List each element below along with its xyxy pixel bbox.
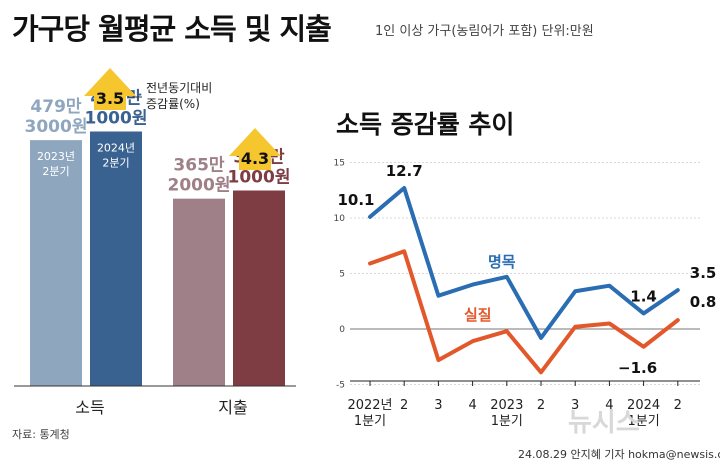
category-label: 지출 (218, 398, 247, 417)
x-tick-label: 3 (571, 398, 579, 413)
source-note: 자료: 통계청 (12, 428, 70, 441)
bar-period-label: 2024년 (97, 142, 135, 155)
up-arrow-icon (229, 128, 281, 170)
data-label: 0.8 (690, 293, 717, 311)
bar-value-label: 1000원 (228, 167, 291, 187)
bar (233, 190, 285, 386)
bar-value-label: 1000원 (85, 109, 148, 129)
bar-value-label: 3000원 (25, 117, 88, 137)
x-tick-label: 3 (434, 398, 442, 413)
series-label: 실질 (464, 306, 492, 324)
page-title: 가구당 월평균 소득 및 지출 (12, 12, 332, 46)
bar-value-label: 365만 (173, 156, 224, 176)
legend-note: 전년동기대비 (146, 81, 212, 95)
data-label: −1.6 (618, 359, 657, 377)
series-line (368, 249, 680, 375)
x-tick-label: 1분기 (491, 414, 523, 429)
growth-label: 4.3 (241, 149, 269, 168)
bar (173, 198, 225, 386)
y-tick-label: 5 (339, 270, 345, 280)
bar-period-label: 2분기 (42, 165, 69, 178)
data-label: 3.5 (690, 264, 717, 282)
bar-period-label: 2분기 (102, 157, 129, 170)
bar-value-label: 479만 (30, 97, 81, 117)
series-label: 명목 (488, 253, 516, 271)
bar-period-label: 2023년 (37, 150, 75, 163)
data-label: 12.7 (386, 162, 423, 180)
x-tick-label: 2024 (627, 398, 660, 413)
x-tick-label: 1분기 (354, 414, 386, 429)
page-subtitle: 1인 이상 가구(농림어가 포함) 단위:만원 (375, 24, 594, 39)
credit-line: 24.08.29 안지혜 기자 hokma@newsis.com (518, 448, 720, 461)
x-tick-label: 2 (537, 398, 545, 413)
x-tick-label: 4 (468, 398, 476, 413)
x-tick-label: 4 (605, 398, 613, 413)
category-label: 소득 (75, 398, 104, 417)
y-tick-label: 0 (339, 325, 345, 335)
bar (30, 140, 82, 386)
data-label: 1.4 (630, 287, 657, 305)
bar (90, 131, 142, 386)
x-tick-label: 2 (400, 398, 408, 413)
growth-label: 3.5 (96, 89, 124, 108)
data-label: 10.1 (337, 191, 374, 209)
y-tick-label: 15 (334, 159, 345, 169)
x-tick-label: 2022년 (347, 398, 392, 413)
y-tick-label: 10 (334, 214, 346, 224)
x-tick-label: 1분기 (627, 414, 659, 429)
bar-value-label: 2000원 (168, 176, 231, 196)
chart-title: 소득 증감률 추이 (336, 110, 514, 139)
legend-note: 증감률(%) (146, 97, 200, 111)
series-line (368, 186, 680, 340)
watermark-logo: 뉴시스 (568, 408, 640, 438)
x-tick-label: 2023 (490, 398, 523, 413)
y-tick-label: -5 (336, 381, 345, 391)
x-tick-label: 2 (674, 398, 682, 413)
up-arrow-icon (84, 68, 136, 110)
